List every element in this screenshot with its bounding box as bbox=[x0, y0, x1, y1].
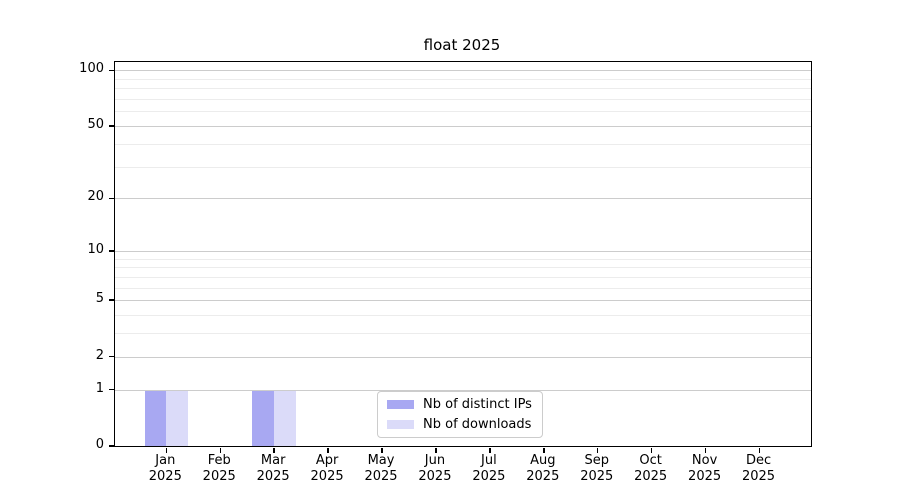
y-axis-tick bbox=[108, 299, 114, 301]
y-axis-tick bbox=[108, 388, 114, 391]
x-axis-tick bbox=[219, 447, 221, 453]
x-tick-label: Feb 2025 bbox=[202, 453, 236, 484]
y-axis-tick bbox=[108, 355, 114, 358]
x-axis-tick bbox=[650, 447, 653, 453]
x-tick-label: Oct 2025 bbox=[634, 453, 668, 484]
legend-label-distinct-ips: Nb of distinct IPs bbox=[423, 397, 532, 412]
plot-area bbox=[108, 61, 812, 453]
x-axis-tick bbox=[273, 447, 275, 453]
bar-downloads bbox=[166, 389, 188, 446]
y-tick-label: 100 bbox=[79, 61, 104, 77]
legend-swatch-downloads bbox=[387, 420, 414, 429]
legend-row-distinct-ips: Nb of distinct IPs bbox=[387, 397, 533, 412]
x-tick-label: May 2025 bbox=[364, 453, 398, 484]
x-tick-label: Apr 2025 bbox=[310, 453, 344, 484]
legend-swatch-distinct-ips bbox=[387, 400, 414, 409]
minor-gridline bbox=[115, 258, 811, 260]
bar-distinct-ips bbox=[144, 389, 167, 446]
minor-gridline bbox=[115, 88, 811, 90]
y-tick-label: 50 bbox=[87, 117, 104, 133]
minor-gridline bbox=[115, 143, 811, 145]
minor-gridline bbox=[115, 166, 811, 168]
x-axis-tick bbox=[165, 447, 167, 453]
y-axis-tick bbox=[108, 197, 114, 199]
x-tick-label: Jan 2025 bbox=[148, 453, 182, 484]
y-tick-label: 20 bbox=[87, 189, 104, 205]
x-axis-tick bbox=[381, 447, 383, 453]
y-axis-tick bbox=[108, 250, 114, 252]
major-gridline bbox=[115, 250, 811, 252]
major-gridline bbox=[115, 198, 811, 200]
x-axis-tick bbox=[758, 447, 761, 453]
chart-title: float 2025 bbox=[423, 36, 501, 54]
y-tick-label: 10 bbox=[87, 241, 104, 257]
major-gridline bbox=[115, 389, 811, 391]
legend-label-downloads: Nb of downloads bbox=[423, 417, 532, 432]
x-tick-label: Jul 2025 bbox=[472, 453, 506, 484]
major-gridline bbox=[115, 356, 811, 358]
x-axis-tick bbox=[543, 447, 545, 453]
y-tick-label: 1 bbox=[95, 380, 104, 396]
minor-gridline bbox=[115, 287, 811, 289]
minor-gridline bbox=[115, 333, 811, 335]
y-tick-label: 0 bbox=[95, 437, 104, 452]
minor-gridline bbox=[115, 276, 811, 278]
x-tick-label: Nov 2025 bbox=[688, 453, 722, 484]
major-gridline bbox=[115, 70, 811, 72]
minor-gridline bbox=[115, 315, 811, 317]
x-tick-label: Dec 2025 bbox=[741, 453, 776, 484]
legend-row-downloads: Nb of downloads bbox=[387, 417, 533, 432]
x-axis-tick bbox=[489, 447, 491, 453]
y-axis-tick bbox=[108, 125, 114, 127]
bar-downloads bbox=[274, 389, 296, 446]
legend: Nb of distinct IPs Nb of downloads bbox=[377, 391, 543, 438]
minor-gridline bbox=[115, 99, 811, 101]
y-tick-label: 5 bbox=[95, 291, 104, 307]
x-tick-label: Sep 2025 bbox=[580, 453, 614, 484]
x-tick-label: Mar 2025 bbox=[256, 453, 290, 484]
major-gridline bbox=[115, 126, 811, 128]
y-axis-tick bbox=[108, 69, 114, 72]
major-gridline bbox=[115, 300, 811, 302]
y-tick-label: 2 bbox=[95, 347, 104, 363]
x-axis-tick bbox=[704, 447, 707, 453]
x-axis-tick bbox=[435, 447, 437, 453]
minor-gridline bbox=[115, 78, 811, 80]
minor-gridline bbox=[115, 267, 811, 269]
x-tick-label: Jun 2025 bbox=[418, 453, 452, 484]
x-axis-tick bbox=[597, 447, 599, 453]
y-axis-tick bbox=[108, 445, 114, 447]
minor-gridline bbox=[115, 111, 811, 113]
bar-distinct-ips bbox=[252, 389, 275, 446]
x-tick-label: Aug 2025 bbox=[526, 453, 560, 484]
x-axis-tick bbox=[327, 447, 329, 453]
